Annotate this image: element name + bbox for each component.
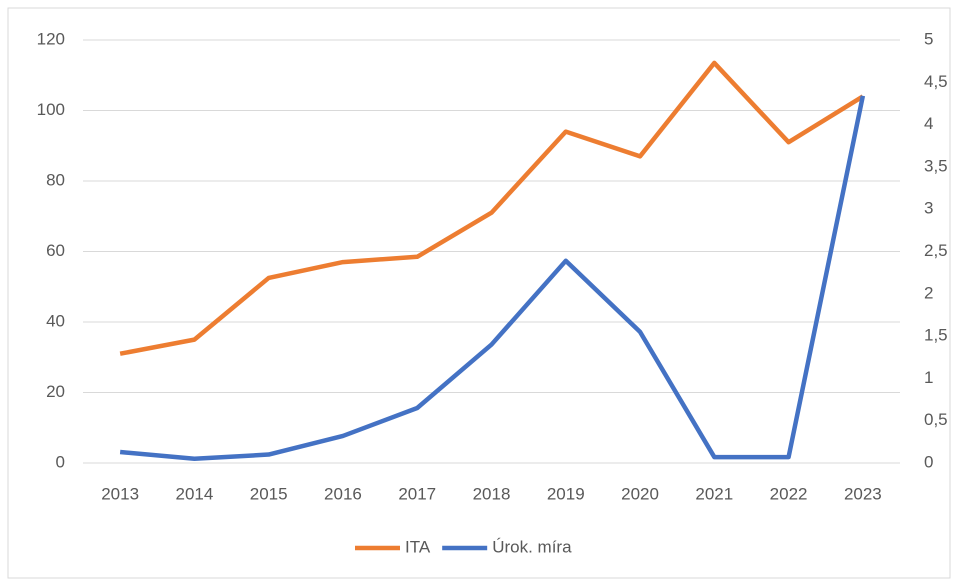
y-tick-label: 80 <box>46 170 65 189</box>
y-tick-label: 20 <box>46 382 65 401</box>
y2-tick-label: 5 <box>924 29 933 48</box>
x-tick-label: 2014 <box>175 484 213 503</box>
y-tick-label: 60 <box>46 241 65 260</box>
y2-tick-label: 4 <box>924 114 933 133</box>
line-series <box>119 60 865 356</box>
x-tick-label: 2015 <box>250 484 288 503</box>
y2-tick-label: 2,5 <box>924 241 948 260</box>
y2-tick-label: 3,5 <box>924 156 948 175</box>
y-tick-label: 0 <box>56 452 65 471</box>
y2-tick-label: 0,5 <box>924 410 948 429</box>
x-tick-label: 2013 <box>101 484 139 503</box>
y2-tick-label: 4,5 <box>924 72 948 91</box>
line-series <box>119 95 866 462</box>
legend-label: ITA <box>405 537 431 556</box>
y2-tick-label: 2 <box>924 283 933 302</box>
y2-tick-label: 1,5 <box>924 326 948 345</box>
y2-tick-label: 1 <box>924 368 933 387</box>
y-tick-label: 100 <box>37 100 65 119</box>
y2-tick-label: 3 <box>924 199 933 218</box>
y2-tick-label: 0 <box>924 452 933 471</box>
x-tick-label: 2018 <box>473 484 511 503</box>
x-tick-label: 2020 <box>621 484 659 503</box>
x-tick-label: 2017 <box>398 484 436 503</box>
x-tick-label: 2019 <box>547 484 585 503</box>
x-tick-label: 2023 <box>844 484 882 503</box>
chart-border <box>7 7 951 579</box>
x-tick-label: 2016 <box>324 484 362 503</box>
legend-label: Úrok. míra <box>492 537 572 556</box>
x-tick-label: 2022 <box>770 484 808 503</box>
y-tick-label: 40 <box>46 311 65 330</box>
y-tick-label: 120 <box>37 29 65 48</box>
x-tick-label: 2021 <box>695 484 733 503</box>
